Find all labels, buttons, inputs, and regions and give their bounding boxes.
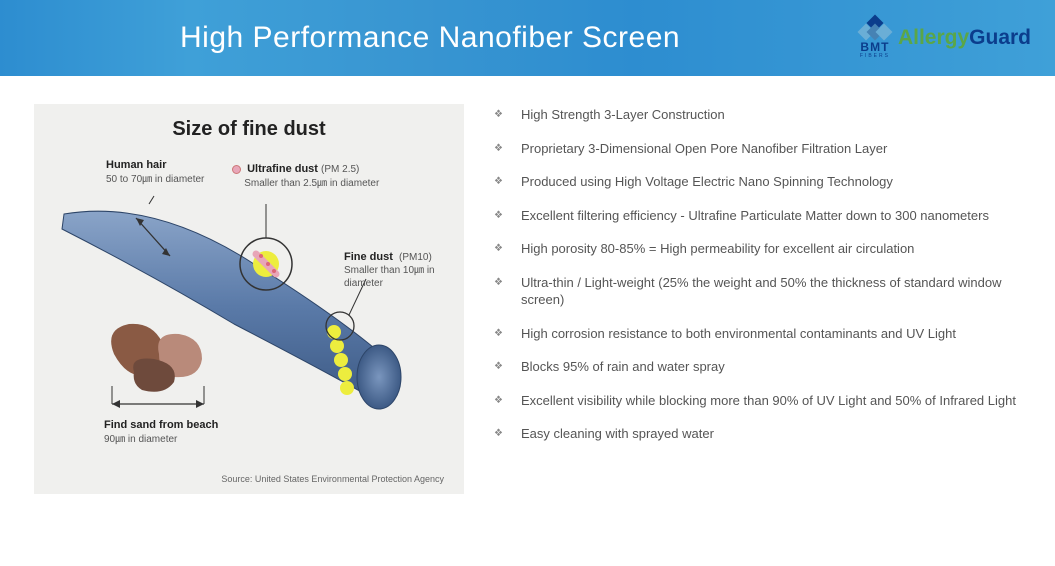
feature-text: Blocks 95% of rain and water spray <box>521 358 725 376</box>
feature-text: High corrosion resistance to both enviro… <box>521 325 956 343</box>
list-item: High porosity 80-85% = High permeability… <box>494 240 1031 258</box>
list-item: Excellent visibility while blocking more… <box>494 392 1031 410</box>
label-fine: Fine dust (PM10) Smaller than 10㎛ in dia… <box>344 250 454 290</box>
bmt-logo: BMT FIBERS <box>860 17 890 59</box>
list-item: Easy cleaning with sprayed water <box>494 425 1031 443</box>
left-column: Size of fine dust <box>34 104 474 554</box>
allergyguard-logo: AllergyGuard <box>898 26 1031 50</box>
list-item: Excellent filtering efficiency - Ultrafi… <box>494 207 1031 225</box>
list-item: Blocks 95% of rain and water spray <box>494 358 1031 376</box>
feature-list: High Strength 3-Layer Construction Propr… <box>494 106 1031 443</box>
feature-text: Excellent filtering efficiency - Ultrafi… <box>521 207 989 225</box>
label-sand-title: Find sand from beach <box>104 419 218 431</box>
feature-text: Easy cleaning with sprayed water <box>521 425 714 443</box>
dust-size-diagram: Size of fine dust <box>34 104 464 494</box>
label-human-hair: Human hair 50 to 70㎛ in diameter <box>106 158 204 187</box>
label-sand: Find sand from beach 90㎛ in diameter <box>104 418 218 447</box>
label-fine-sub: Smaller than 10㎛ in diameter <box>344 264 454 290</box>
bmt-logo-sub: FIBERS <box>860 53 890 59</box>
feature-text: Produced using High Voltage Electric Nan… <box>521 173 893 191</box>
label-ultrafine: Ultrafine dust (PM 2.5) Smaller than 2.5… <box>232 162 379 191</box>
bmt-logo-text: BMT <box>860 41 889 53</box>
header-banner: High Performance Nanofiber Screen BMT FI… <box>0 0 1055 76</box>
label-ultrafine-paren: (PM 2.5) <box>321 164 359 175</box>
feature-text: Proprietary 3-Dimensional Open Pore Nano… <box>521 140 887 158</box>
feature-text: Ultra-thin / Light-weight (25% the weigh… <box>521 274 1031 309</box>
feature-text: Excellent visibility while blocking more… <box>521 392 1016 410</box>
content-area: Size of fine dust <box>0 76 1055 566</box>
list-item: Produced using High Voltage Electric Nan… <box>494 173 1031 191</box>
label-fine-title: Fine dust <box>344 251 393 263</box>
label-fine-paren: (PM10) <box>399 252 432 263</box>
diagram-source: Source: United States Environmental Prot… <box>221 474 444 484</box>
allergyguard-part1: Allergy <box>898 26 969 49</box>
label-hair-title: Human hair <box>106 159 167 171</box>
logo-group: BMT FIBERS AllergyGuard <box>860 17 1031 59</box>
label-hair-sub: 50 to 70㎛ in diameter <box>106 174 204 185</box>
ultrafine-dot-icon <box>232 165 241 174</box>
feature-text: High Strength 3-Layer Construction <box>521 106 725 124</box>
label-ultrafine-sub: Smaller than 2.5㎛ in diameter <box>244 178 379 189</box>
label-ultrafine-title: Ultrafine dust <box>247 163 318 175</box>
label-sand-sub: 90㎛ in diameter <box>104 434 177 445</box>
list-item: Proprietary 3-Dimensional Open Pore Nano… <box>494 140 1031 158</box>
list-item: Ultra-thin / Light-weight (25% the weigh… <box>494 274 1031 309</box>
list-item: High corrosion resistance to both enviro… <box>494 325 1031 343</box>
bmt-diamonds-icon <box>860 17 890 41</box>
list-item: High Strength 3-Layer Construction <box>494 106 1031 124</box>
page-title: High Performance Nanofiber Screen <box>180 21 680 55</box>
right-column: High Strength 3-Layer Construction Propr… <box>494 104 1031 554</box>
feature-text: High porosity 80-85% = High permeability… <box>521 240 914 258</box>
allergyguard-part2: Guard <box>969 26 1031 49</box>
